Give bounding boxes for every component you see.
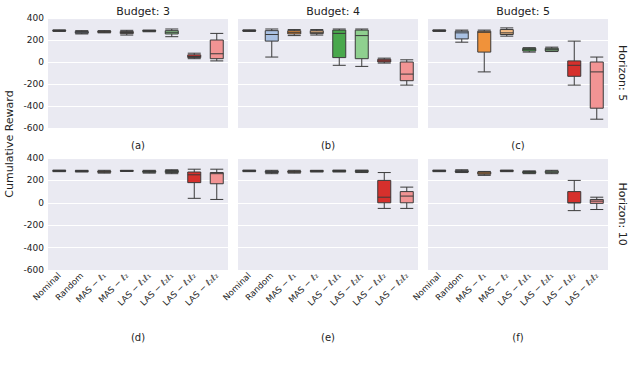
- svg-text:LAS − ℓ₁ℓ₁: LAS − ℓ₁ℓ₁: [495, 270, 533, 308]
- svg-text:200: 200: [27, 35, 44, 45]
- svg-text:(d): (d): [131, 332, 145, 343]
- svg-text:MAS − ℓ₁: MAS − ℓ₁: [73, 270, 108, 305]
- svg-text:MAS − ℓ₁: MAS − ℓ₁: [263, 270, 298, 305]
- svg-text:LAS − ℓ₂ℓ₁: LAS − ℓ₂ℓ₁: [138, 270, 176, 308]
- svg-text:Nominal: Nominal: [30, 270, 63, 303]
- svg-text:200: 200: [27, 175, 44, 185]
- svg-text:0: 0: [38, 57, 44, 67]
- svg-text:Nominal: Nominal: [220, 270, 253, 303]
- svg-text:Budget: 3: Budget: 3: [116, 5, 170, 18]
- svg-text:-400: -400: [24, 243, 45, 253]
- svg-text:(c): (c): [511, 140, 524, 151]
- svg-text:Nominal: Nominal: [410, 270, 443, 303]
- svg-text:-400: -400: [24, 101, 45, 111]
- svg-text:400: 400: [27, 153, 44, 163]
- svg-text:-200: -200: [24, 79, 45, 89]
- svg-text:LAS − ℓ₂ℓ₂: LAS − ℓ₂ℓ₂: [373, 270, 410, 307]
- svg-text:(a): (a): [131, 140, 145, 151]
- svg-text:LAS − ℓ₂ℓ₁: LAS − ℓ₂ℓ₁: [328, 270, 366, 308]
- svg-text:MAS − ℓ₂: MAS − ℓ₂: [286, 270, 321, 305]
- svg-text:(b): (b): [321, 140, 335, 151]
- svg-text:MAS − ℓ₂: MAS − ℓ₂: [96, 270, 131, 305]
- svg-text:400: 400: [27, 13, 44, 23]
- svg-text:MAS − ℓ₂: MAS − ℓ₂: [476, 270, 511, 305]
- svg-text:LAS − ℓ₂ℓ₂: LAS − ℓ₂ℓ₂: [563, 270, 600, 307]
- svg-text:(f): (f): [512, 332, 523, 343]
- svg-text:LAS − ℓ₁ℓ₂: LAS − ℓ₁ℓ₂: [350, 270, 388, 308]
- svg-text:-600: -600: [24, 123, 45, 133]
- svg-text:LAS − ℓ₂ℓ₂: LAS − ℓ₂ℓ₂: [183, 270, 220, 307]
- svg-text:Horizon: 10: Horizon: 10: [616, 182, 629, 245]
- svg-text:Random: Random: [53, 270, 86, 303]
- svg-text:LAS − ℓ₁ℓ₁: LAS − ℓ₁ℓ₁: [115, 270, 153, 308]
- svg-text:Random: Random: [433, 270, 466, 303]
- svg-text:-200: -200: [24, 220, 45, 230]
- svg-text:LAS − ℓ₁ℓ₂: LAS − ℓ₁ℓ₂: [540, 270, 578, 308]
- svg-text:MAS − ℓ₁: MAS − ℓ₁: [453, 270, 488, 305]
- svg-text:Budget: 4: Budget: 4: [306, 5, 360, 18]
- svg-text:-600: -600: [24, 265, 45, 275]
- svg-text:0: 0: [38, 198, 44, 208]
- svg-text:LAS − ℓ₁ℓ₁: LAS − ℓ₁ℓ₁: [305, 270, 343, 308]
- svg-text:LAS − ℓ₁ℓ₂: LAS − ℓ₁ℓ₂: [160, 270, 198, 308]
- svg-text:Budget: 5: Budget: 5: [496, 5, 550, 18]
- svg-text:(e): (e): [321, 332, 335, 343]
- svg-text:LAS − ℓ₂ℓ₁: LAS − ℓ₂ℓ₁: [518, 270, 556, 308]
- svg-text:Cumulative Reward: Cumulative Reward: [3, 90, 16, 197]
- svg-text:Horizon: 5: Horizon: 5: [616, 45, 629, 101]
- svg-text:Random: Random: [243, 270, 276, 303]
